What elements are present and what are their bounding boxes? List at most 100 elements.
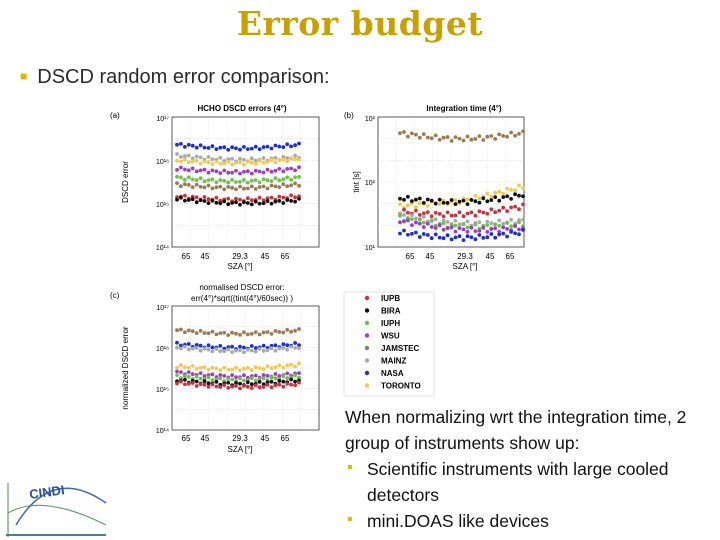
data-point-jamstec bbox=[398, 131, 402, 136]
data-point-toronto bbox=[281, 157, 286, 162]
data-point-iuph bbox=[218, 178, 223, 182]
data-point-wsu bbox=[257, 169, 262, 174]
data-point-toronto bbox=[190, 364, 195, 368]
data-point-wsu bbox=[277, 374, 282, 378]
data-point-iupb bbox=[406, 210, 410, 215]
data-point-toronto bbox=[253, 365, 258, 370]
data-point-toronto bbox=[521, 186, 525, 191]
data-point-jamstec bbox=[210, 329, 215, 334]
data-point-iuph bbox=[249, 376, 254, 381]
data-point-iupb bbox=[257, 195, 262, 200]
data-point-nasa bbox=[445, 233, 450, 238]
data-point-jamstec bbox=[402, 130, 406, 134]
data-point-mainz bbox=[230, 157, 235, 161]
panel-a-xtick-0: 65 bbox=[182, 252, 191, 261]
data-point-jamstec bbox=[293, 181, 297, 186]
panel-a-ytick-3: 10¹⁴ bbox=[156, 245, 169, 252]
panel-a-label: (a) bbox=[110, 111, 120, 120]
data-point-iuph bbox=[210, 177, 215, 182]
data-point-bira bbox=[234, 381, 238, 385]
data-point-iupb bbox=[461, 214, 466, 219]
panel-b-xtick-1: 45 bbox=[426, 252, 435, 261]
data-point-iupb bbox=[521, 202, 525, 207]
data-point-jamstec bbox=[414, 132, 418, 137]
data-point-jamstec bbox=[417, 135, 422, 140]
data-point-jamstec bbox=[265, 186, 270, 191]
data-point-toronto bbox=[289, 362, 293, 367]
data-point-iuph bbox=[190, 177, 195, 182]
data-point-mainz bbox=[273, 156, 278, 160]
data-point-iuph bbox=[206, 375, 211, 380]
data-point-bira bbox=[398, 196, 402, 201]
data-point-wsu bbox=[261, 170, 266, 175]
data-point-wsu bbox=[453, 229, 458, 234]
data-point-bira bbox=[214, 200, 219, 205]
data-point-bira bbox=[198, 198, 203, 203]
data-point-iupb bbox=[469, 210, 474, 215]
data-point-iupb bbox=[226, 196, 231, 201]
data-point-iupb bbox=[497, 208, 502, 213]
data-point-nasa bbox=[285, 343, 290, 348]
data-point-bira bbox=[437, 197, 442, 202]
legend-marker-jamstec bbox=[364, 345, 370, 351]
data-point-iuph bbox=[281, 177, 286, 182]
data-point-bira bbox=[293, 199, 297, 204]
data-point-iupb bbox=[289, 382, 293, 387]
data-point-wsu bbox=[190, 166, 195, 171]
legend-label-toronto: TORONTO bbox=[381, 382, 421, 391]
legend-marker-iupb bbox=[364, 295, 370, 301]
data-point-jamstec bbox=[226, 185, 231, 189]
data-point-iuph bbox=[293, 175, 297, 180]
panel-c-xlabel: SZA [°] bbox=[228, 445, 253, 454]
data-point-iupb bbox=[493, 210, 498, 215]
data-point-mainz bbox=[265, 348, 270, 353]
data-point-toronto bbox=[179, 363, 183, 368]
data-point-nasa bbox=[175, 142, 179, 147]
data-point-iuph bbox=[175, 373, 179, 377]
data-point-mainz bbox=[402, 213, 406, 217]
data-point-wsu bbox=[234, 375, 238, 379]
data-point-nasa bbox=[183, 145, 187, 149]
data-point-jamstec bbox=[214, 185, 219, 190]
data-point-jamstec bbox=[485, 134, 490, 139]
data-point-mainz bbox=[421, 215, 426, 219]
data-point-bira bbox=[465, 202, 470, 207]
panel-a-xtick-3: 45 bbox=[261, 252, 270, 261]
data-point-mainz bbox=[183, 154, 187, 159]
data-point-iuph bbox=[183, 374, 187, 379]
data-point-jamstec bbox=[517, 132, 521, 136]
data-point-iupb bbox=[226, 385, 231, 390]
logo-antenna-lines bbox=[7, 483, 107, 537]
data-point-wsu bbox=[406, 218, 410, 223]
data-point-mainz bbox=[253, 349, 258, 354]
data-point-nasa bbox=[289, 144, 293, 149]
data-point-iuph bbox=[214, 180, 219, 185]
data-point-iuph bbox=[505, 221, 509, 225]
data-point-toronto bbox=[265, 364, 270, 369]
data-point-nasa bbox=[261, 343, 266, 348]
data-point-iuph bbox=[261, 177, 266, 182]
data-point-jamstec bbox=[214, 332, 219, 337]
data-point-bira bbox=[513, 192, 517, 197]
panel-b-title: Integration time (4°) bbox=[426, 104, 502, 113]
data-point-toronto bbox=[175, 158, 179, 163]
data-point-bira bbox=[206, 201, 211, 206]
data-point-mainz bbox=[293, 346, 297, 350]
data-point-bira bbox=[234, 200, 238, 205]
data-point-toronto bbox=[261, 367, 266, 371]
data-point-bira bbox=[218, 201, 223, 206]
data-point-nasa bbox=[190, 143, 195, 148]
data-point-mainz bbox=[289, 344, 293, 349]
data-point-mainz bbox=[190, 156, 195, 161]
data-point-mainz bbox=[230, 350, 235, 354]
data-point-iupb bbox=[465, 211, 470, 216]
data-point-jamstec bbox=[449, 139, 454, 143]
data-point-iuph bbox=[269, 179, 274, 184]
data-point-toronto bbox=[414, 205, 418, 210]
data-point-wsu bbox=[234, 168, 238, 173]
data-point-nasa bbox=[175, 340, 179, 345]
data-point-wsu bbox=[253, 168, 258, 173]
data-point-toronto bbox=[238, 368, 242, 373]
data-point-mainz bbox=[285, 347, 290, 352]
data-point-toronto bbox=[297, 157, 301, 162]
